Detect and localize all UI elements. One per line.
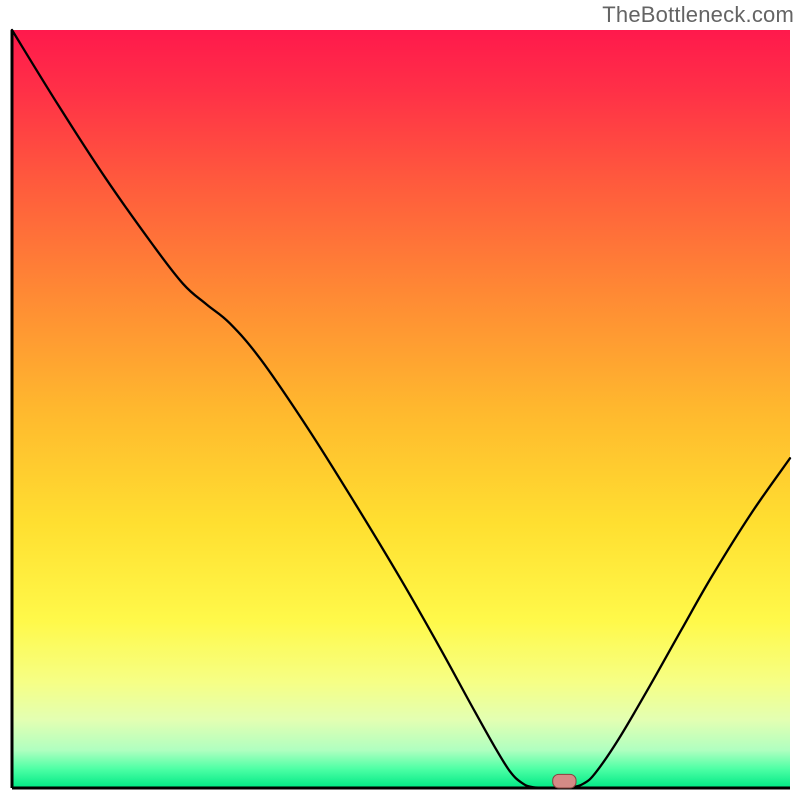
- bottleneck-chart: [0, 0, 800, 800]
- optimal-marker: [553, 774, 576, 788]
- watermark-text: TheBottleneck.com: [602, 2, 794, 28]
- chart-frame: TheBottleneck.com: [0, 0, 800, 800]
- gradient-background: [12, 30, 790, 788]
